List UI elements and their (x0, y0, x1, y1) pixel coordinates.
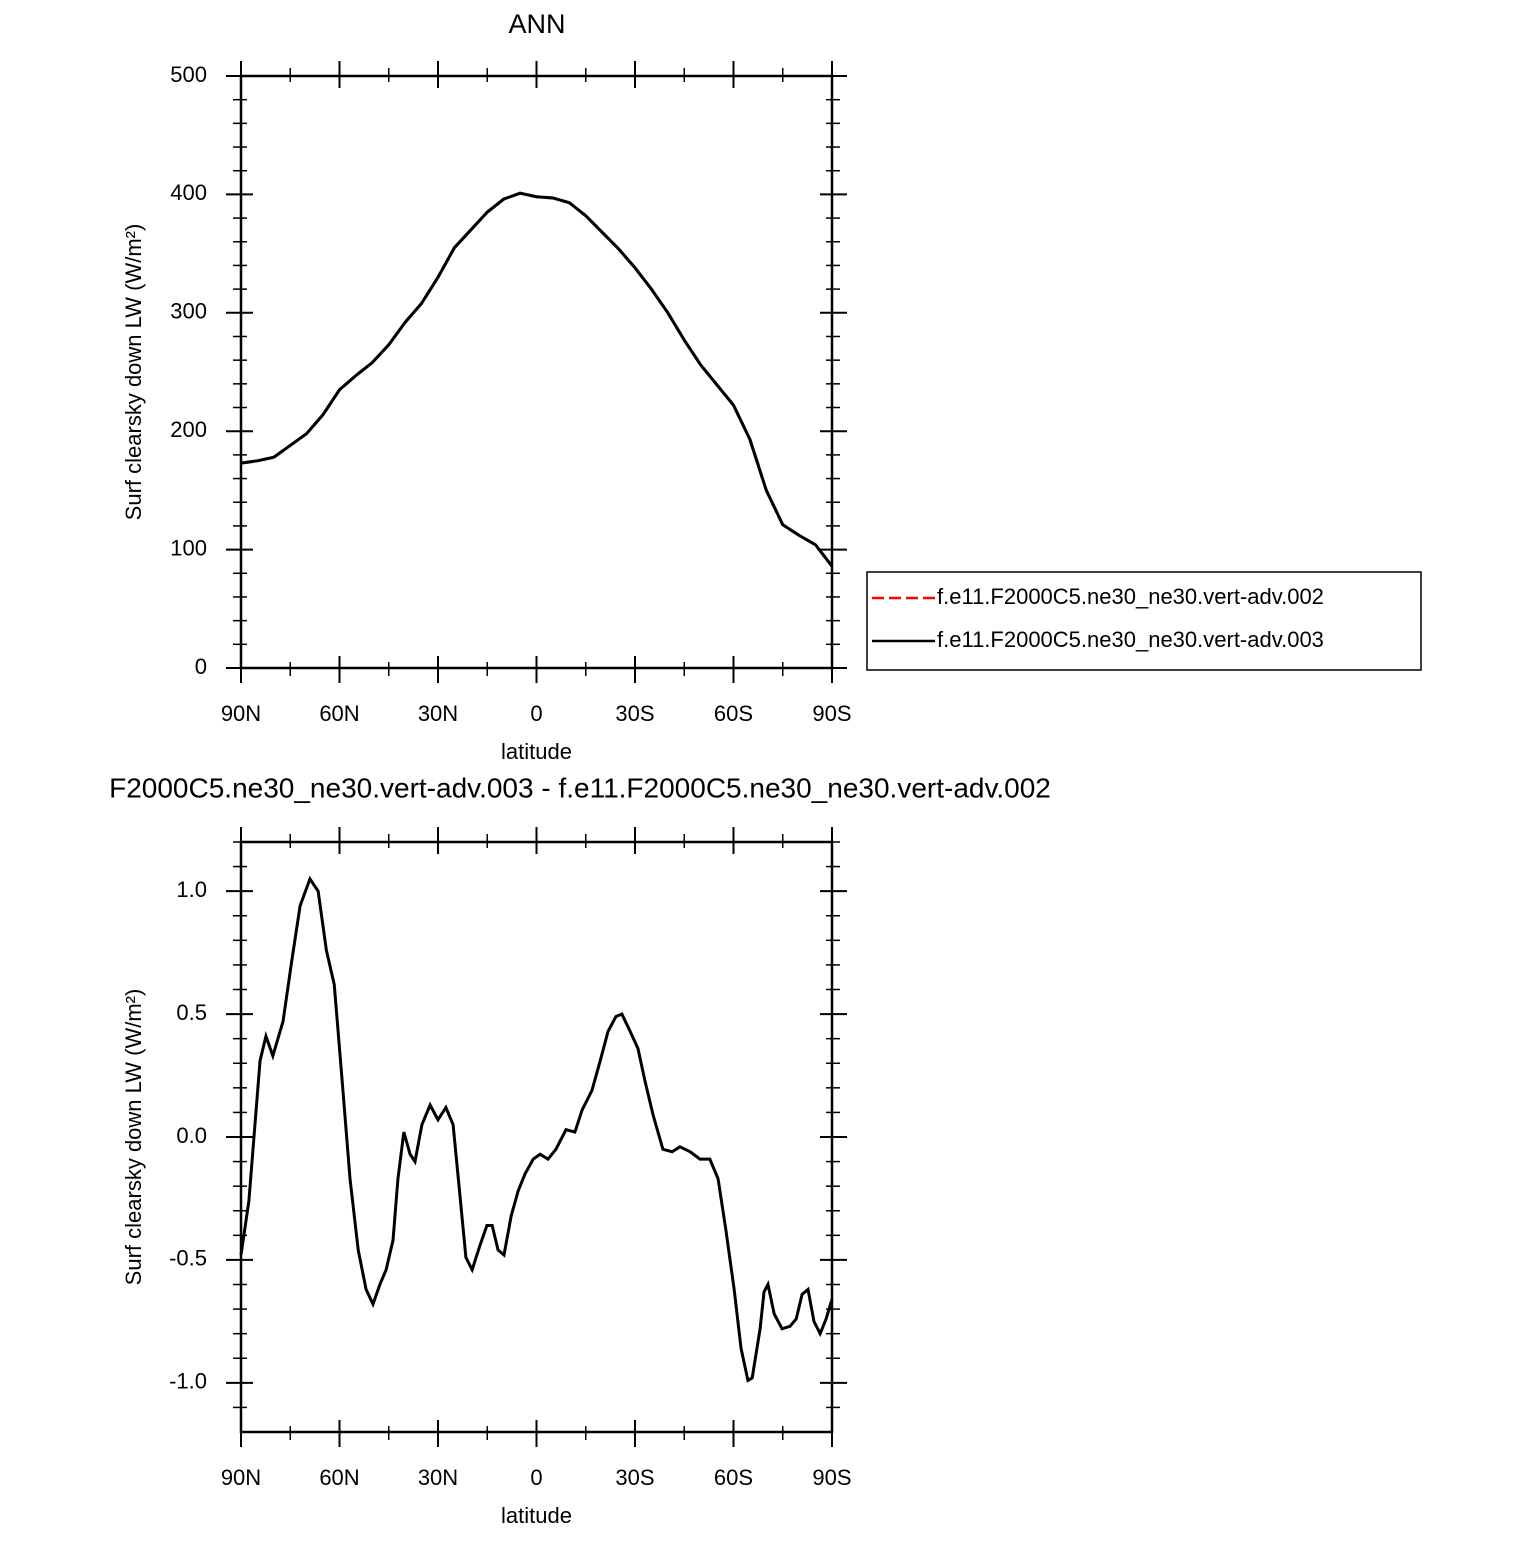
y-tick-label: -1.0 (169, 1369, 207, 1394)
chart-title: F2000C5.ne30_ne30.vert-adv.003 - f.e11.F… (109, 772, 1051, 803)
x-tick-label: 90N (221, 1465, 261, 1490)
legend-box (866, 571, 1422, 671)
x-tick-label: 60S (714, 701, 753, 726)
y-axis-label: Surf clearsky down LW (W/m²) (121, 989, 146, 1286)
x-tick-label: 0 (530, 701, 542, 726)
y-tick-label: 400 (170, 180, 207, 205)
x-tick-label: 30S (615, 1465, 654, 1490)
plot-frame (239, 74, 834, 670)
x-axis-label: latitude (501, 1503, 572, 1528)
x-tick-label: 30N (418, 1465, 458, 1490)
x-tick-label: 30S (615, 701, 654, 726)
data-line (240, 191, 834, 568)
x-tick-label: 90N (221, 701, 261, 726)
x-axis-label: latitude (501, 739, 572, 764)
x-tick-label: 90S (812, 701, 851, 726)
x-tick-label: 90S (812, 1465, 851, 1490)
y-tick-label: 300 (170, 299, 207, 324)
y-tick-label: 500 (170, 62, 207, 87)
legend-label: f.e11.F2000C5.ne30_ne30.vert-adv.002 (937, 584, 1324, 609)
x-tick-label: 0 (530, 1465, 542, 1490)
y-tick-label: 100 (170, 535, 207, 560)
plot-frame (239, 840, 834, 1434)
y-tick-label: 0 (195, 654, 207, 679)
chart-title: ANN (508, 9, 565, 39)
y-tick-label: -0.5 (169, 1246, 207, 1271)
data-line (239, 875, 834, 1383)
y-axis-label: Surf clearsky down LW (W/m²) (121, 224, 146, 521)
y-tick-label: 0.5 (176, 1000, 207, 1025)
x-tick-label: 60S (714, 1465, 753, 1490)
x-tick-label: 60N (319, 701, 359, 726)
data-line (240, 191, 834, 568)
legend-label: f.e11.F2000C5.ne30_ne30.vert-adv.003 (937, 627, 1324, 652)
y-tick-label: 0.0 (176, 1123, 207, 1148)
y-tick-label: 200 (170, 417, 207, 442)
x-tick-label: 60N (319, 1465, 359, 1490)
y-tick-label: 1.0 (176, 877, 207, 902)
x-tick-label: 30N (418, 701, 458, 726)
